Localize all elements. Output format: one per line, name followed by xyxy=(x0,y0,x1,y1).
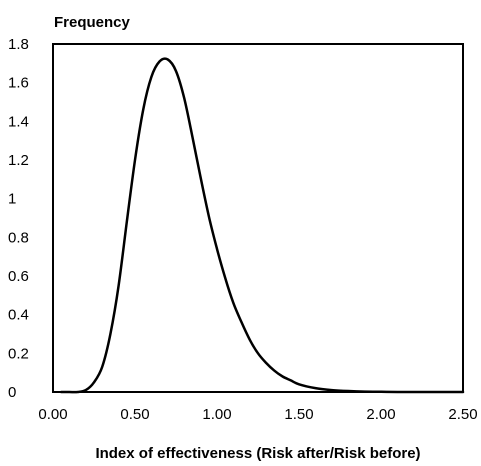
x-tick-label: 2.50 xyxy=(448,406,477,423)
y-tick-label: 0 xyxy=(8,384,16,401)
y-tick-label: 1 xyxy=(8,191,16,208)
frequency-curve xyxy=(59,57,465,394)
plot-area-frame xyxy=(52,43,464,393)
y-tick-label: 0.8 xyxy=(8,229,29,246)
y-tick-label: 1.8 xyxy=(8,36,29,53)
y-axis-title: Frequency xyxy=(54,14,131,31)
x-tick-label: 1.00 xyxy=(202,406,231,423)
x-tick-label: 0.50 xyxy=(120,406,149,423)
y-tick-label: 1.4 xyxy=(8,113,29,130)
y-axis-ticks: 0 0.2 0.4 0.6 0.8 1 1.2 1.4 1.6 1.8 xyxy=(8,36,29,401)
x-tick-label: 0.00 xyxy=(38,406,67,423)
y-tick-label: 1.2 xyxy=(8,152,29,169)
y-tick-label: 0.2 xyxy=(8,345,29,362)
y-tick-label: 0.4 xyxy=(8,307,29,324)
x-axis-title: Index of effectiveness (Risk after/Risk … xyxy=(95,445,420,462)
x-tick-label: 2.00 xyxy=(366,406,395,423)
y-tick-label: 1.6 xyxy=(8,75,29,92)
y-tick-label: 0.6 xyxy=(8,268,29,285)
x-axis-ticks: 0.00 0.50 1.00 1.50 2.00 2.50 xyxy=(38,406,477,423)
x-tick-label: 1.50 xyxy=(284,406,313,423)
